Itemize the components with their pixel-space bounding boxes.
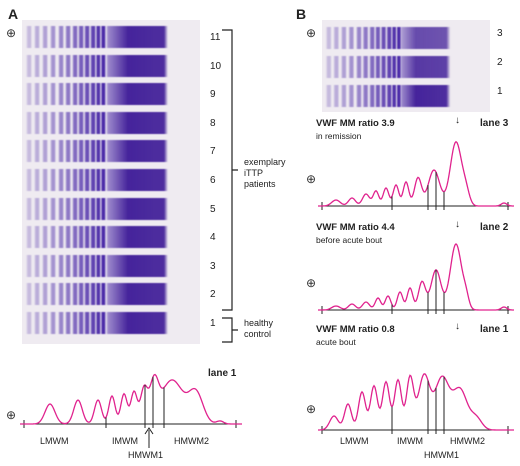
patients-label: exemplary iTTP patients bbox=[244, 157, 286, 189]
lane-number: 8 bbox=[210, 117, 216, 129]
lane-number: 3 bbox=[497, 28, 503, 39]
seg-imwm-b: IMWM bbox=[397, 436, 423, 446]
densitogram-curve bbox=[317, 373, 514, 431]
panel-a-letter: A bbox=[8, 6, 19, 22]
control-bracket bbox=[222, 317, 238, 343]
plot-lane-label: lane 3 bbox=[480, 118, 509, 129]
panel-b-letter: B bbox=[296, 6, 307, 22]
gel-lane bbox=[22, 283, 200, 306]
gel-lane bbox=[22, 169, 200, 191]
seg-hmwm1-a: HMWM1 bbox=[128, 450, 163, 460]
seg-hmwm2-b: HMWM2 bbox=[450, 436, 485, 446]
densitogram-a-lane-label: lane 1 bbox=[208, 368, 237, 379]
peak-arrow-icon: ↓ bbox=[455, 321, 460, 332]
lane-number: 6 bbox=[210, 175, 216, 186]
seg-imwm-a: IMWM bbox=[112, 436, 138, 446]
gel-lane bbox=[22, 226, 200, 249]
lane-number: 11 bbox=[210, 32, 221, 43]
vwf-mm-ratio-title: VWF MM ratio 3.9 bbox=[316, 118, 395, 129]
control-label: healthy control bbox=[244, 318, 274, 339]
densitogram-curve bbox=[318, 243, 515, 311]
plot-status-label: before acute bout bbox=[316, 235, 383, 245]
plus-icon: ⊕ bbox=[6, 26, 17, 40]
lane-number: 1 bbox=[497, 86, 503, 97]
lane-number: 3 bbox=[210, 260, 216, 272]
seg-hmwm1-b: HMWM1 bbox=[424, 450, 459, 460]
gel-lane bbox=[22, 140, 200, 163]
lane-number: 2 bbox=[210, 289, 216, 301]
plus-icon-densitogram-a: ⊕ bbox=[6, 408, 17, 422]
gel-b bbox=[322, 20, 490, 112]
plot-lane-label: lane 1 bbox=[480, 324, 509, 335]
gel-lane bbox=[22, 254, 200, 277]
gel-lane bbox=[22, 197, 200, 220]
hmwm1-arrow-a bbox=[144, 427, 154, 448]
plot-status-label: acute bout bbox=[316, 337, 356, 347]
densitogram-curve bbox=[318, 140, 515, 207]
gel-lane bbox=[22, 54, 200, 77]
plus-icon-plot: ⊕ bbox=[306, 402, 317, 416]
densitogram-a bbox=[20, 373, 242, 428]
densitogram-curve bbox=[20, 373, 242, 425]
gel-a bbox=[22, 20, 200, 344]
gel-lane bbox=[322, 27, 490, 49]
peak-arrow-icon: ↓ bbox=[455, 219, 460, 230]
peak-arrow-icon: ↓ bbox=[455, 115, 460, 126]
plot-lane-label: lane 2 bbox=[480, 222, 509, 233]
lane-number: 7 bbox=[210, 146, 216, 158]
plot-status-label: in remission bbox=[316, 131, 362, 141]
plus-icon-plot: ⊕ bbox=[306, 172, 317, 186]
gel-lane bbox=[22, 111, 200, 134]
seg-lmwm-b: LMWM bbox=[340, 436, 369, 446]
densitogram-b-2 bbox=[318, 243, 515, 314]
densitogram-b-1 bbox=[317, 373, 514, 434]
lane-number: 9 bbox=[210, 89, 216, 101]
lane-number: 4 bbox=[210, 232, 216, 244]
lane-number: 10 bbox=[210, 60, 222, 72]
gel-lane bbox=[322, 56, 490, 78]
densitogram-b-3 bbox=[318, 140, 515, 210]
gel-lane bbox=[22, 312, 200, 334]
plus-icon-plot: ⊕ bbox=[306, 276, 317, 290]
vwf-mm-ratio-title: VWF MM ratio 0.8 bbox=[316, 324, 395, 335]
seg-hmwm2-a: HMWM2 bbox=[174, 436, 209, 446]
seg-lmwm-a: LMWM bbox=[40, 436, 69, 446]
gel-lane bbox=[22, 83, 200, 106]
gel-lane bbox=[322, 85, 490, 107]
gel-lane bbox=[22, 26, 200, 48]
lane-number: 2 bbox=[497, 57, 503, 68]
lane-number: 5 bbox=[210, 203, 216, 215]
lane-number: 1 bbox=[210, 318, 216, 329]
plus-icon-b: ⊕ bbox=[306, 26, 317, 40]
vwf-mm-ratio-title: VWF MM ratio 4.4 bbox=[316, 222, 395, 233]
patients-bracket bbox=[222, 29, 238, 311]
